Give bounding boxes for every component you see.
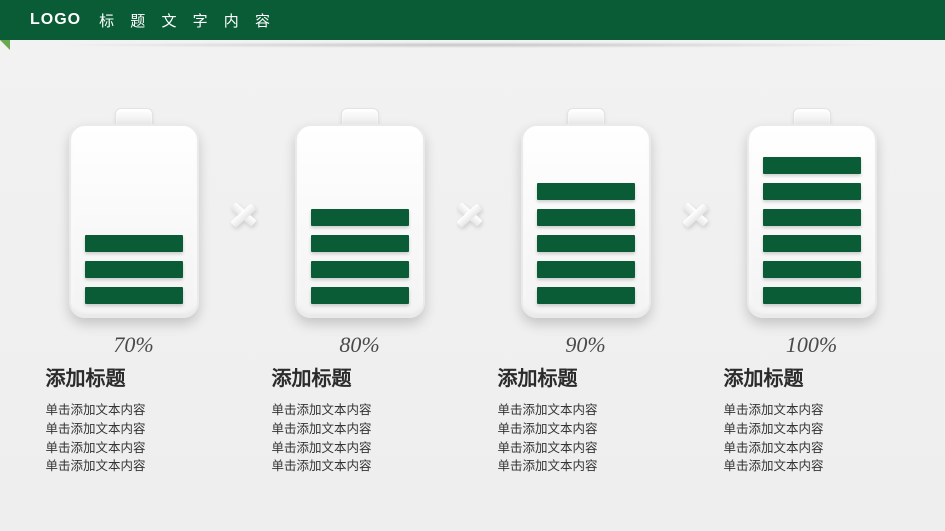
description-line: 单击添加文本内容 bbox=[272, 420, 372, 439]
battery-body bbox=[747, 124, 877, 318]
battery-percent: 90% bbox=[565, 332, 605, 358]
battery-bar bbox=[763, 287, 861, 304]
battery-icon bbox=[295, 108, 425, 318]
battery-bar bbox=[311, 287, 409, 304]
header-accent bbox=[0, 40, 10, 50]
description-line: 单击添加文本内容 bbox=[46, 457, 146, 476]
battery-icon bbox=[69, 108, 199, 318]
battery-bar bbox=[763, 235, 861, 252]
chevron-right-icon bbox=[459, 193, 487, 237]
description-line: 单击添加文本内容 bbox=[46, 401, 146, 420]
battery-description: 单击添加文本内容单击添加文本内容单击添加文本内容单击添加文本内容 bbox=[496, 401, 598, 476]
description-line: 单击添加文本内容 bbox=[272, 439, 372, 458]
battery-bar bbox=[85, 287, 183, 304]
page-title: 标 题 文 字 内 容 bbox=[99, 10, 276, 31]
battery-percent: 100% bbox=[786, 332, 837, 358]
description-line: 单击添加文本内容 bbox=[272, 401, 372, 420]
description-line: 单击添加文本内容 bbox=[724, 420, 824, 439]
battery-bar bbox=[85, 235, 183, 252]
battery-bar bbox=[763, 183, 861, 200]
battery-bar bbox=[311, 235, 409, 252]
description-line: 单击添加文本内容 bbox=[46, 439, 146, 458]
description-line: 单击添加文本内容 bbox=[46, 420, 146, 439]
battery-column: 80% 添加标题单击添加文本内容单击添加文本内容单击添加文本内容单击添加文本内容 bbox=[270, 108, 450, 476]
battery-bar bbox=[763, 261, 861, 278]
battery-bar bbox=[85, 261, 183, 278]
battery-body bbox=[295, 124, 425, 318]
battery-description: 单击添加文本内容单击添加文本内容单击添加文本内容单击添加文本内容 bbox=[44, 401, 146, 476]
chevron-separator bbox=[450, 108, 496, 237]
description-line: 单击添加文本内容 bbox=[498, 457, 598, 476]
battery-body bbox=[521, 124, 651, 318]
battery-bar bbox=[537, 183, 635, 200]
battery-title: 添加标题 bbox=[496, 362, 578, 391]
battery-percent: 80% bbox=[339, 332, 379, 358]
battery-column: 70% 添加标题单击添加文本内容单击添加文本内容单击添加文本内容单击添加文本内容 bbox=[44, 108, 224, 476]
battery-bar bbox=[537, 261, 635, 278]
battery-column: 100% 添加标题单击添加文本内容单击添加文本内容单击添加文本内容单击添加文本内容 bbox=[722, 108, 902, 476]
battery-bar bbox=[537, 287, 635, 304]
description-line: 单击添加文本内容 bbox=[272, 457, 372, 476]
battery-description: 单击添加文本内容单击添加文本内容单击添加文本内容单击添加文本内容 bbox=[270, 401, 372, 476]
chevron-right-icon bbox=[233, 193, 261, 237]
chevron-separator bbox=[224, 108, 270, 237]
battery-bar bbox=[763, 209, 861, 226]
chevron-right-icon bbox=[685, 193, 713, 237]
battery-title: 添加标题 bbox=[722, 362, 804, 391]
battery-description: 单击添加文本内容单击添加文本内容单击添加文本内容单击添加文本内容 bbox=[722, 401, 824, 476]
battery-icon bbox=[521, 108, 651, 318]
battery-icon bbox=[747, 108, 877, 318]
battery-percent: 70% bbox=[113, 332, 153, 358]
header-bar: LOGO 标 题 文 字 内 容 bbox=[0, 0, 945, 40]
battery-title: 添加标题 bbox=[44, 362, 126, 391]
description-line: 单击添加文本内容 bbox=[724, 439, 824, 458]
logo-text: LOGO bbox=[30, 11, 81, 29]
chevron-separator bbox=[676, 108, 722, 237]
description-line: 单击添加文本内容 bbox=[724, 457, 824, 476]
description-line: 单击添加文本内容 bbox=[724, 401, 824, 420]
battery-body bbox=[69, 124, 199, 318]
description-line: 单击添加文本内容 bbox=[498, 439, 598, 458]
battery-column: 90% 添加标题单击添加文本内容单击添加文本内容单击添加文本内容单击添加文本内容 bbox=[496, 108, 676, 476]
description-line: 单击添加文本内容 bbox=[498, 401, 598, 420]
battery-infographic: 70%添加标题单击添加文本内容单击添加文本内容单击添加文本内容单击添加文本内容8… bbox=[0, 48, 945, 476]
battery-bar bbox=[311, 261, 409, 278]
battery-bar bbox=[763, 157, 861, 174]
description-line: 单击添加文本内容 bbox=[498, 420, 598, 439]
battery-bar bbox=[537, 235, 635, 252]
battery-bar bbox=[311, 209, 409, 226]
battery-bar bbox=[537, 209, 635, 226]
battery-title: 添加标题 bbox=[270, 362, 352, 391]
